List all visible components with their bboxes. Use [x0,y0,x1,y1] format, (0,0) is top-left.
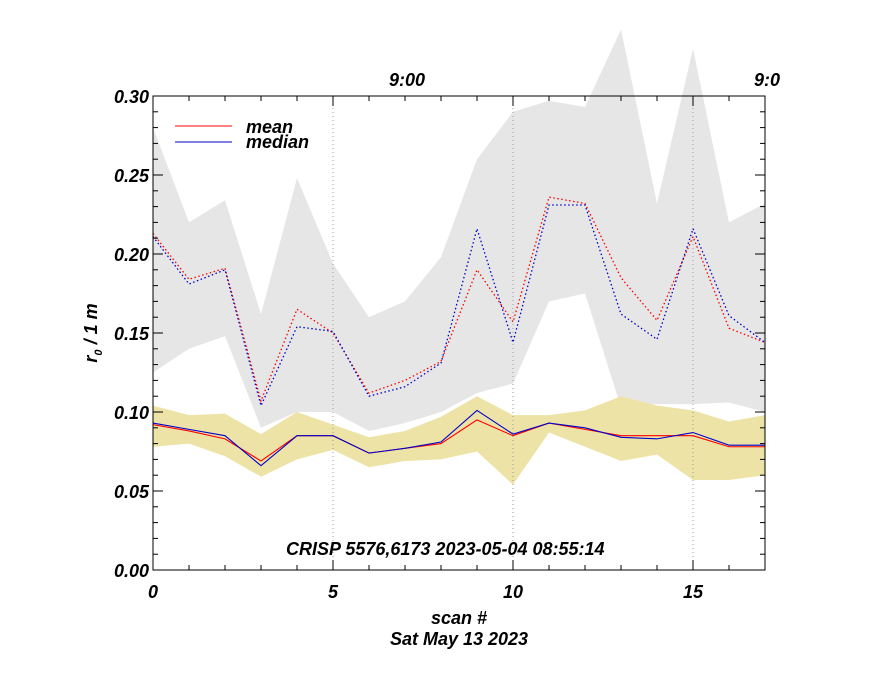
top-time-label: 9:0 [754,70,780,90]
top-time-label: 9:00 [389,70,425,90]
series-line-mean [152,419,765,462]
y-axis-label-sub: 0 [93,349,105,356]
x-axis-label: scan # [431,608,487,628]
grid-layer [332,96,694,570]
bands-layer [153,29,765,485]
y-tick-label: 0.25 [114,166,150,186]
band-upper [153,29,765,431]
legend-label-median: median [246,132,309,152]
y-tick-label: 0.20 [114,245,149,265]
x-tick-label: 10 [503,582,523,602]
band-lower [153,396,765,485]
legend-label-mean: mean [246,117,293,137]
y-tick-label: 0.30 [114,87,149,107]
x-tick-label: 0 [148,582,158,602]
y-axis-label: r0 / 1 m [81,303,105,362]
x-tick-label: 5 [328,582,339,602]
series-line-mean-upper [152,196,766,404]
y-axis-label-rest: / 1 m [81,303,101,349]
date-subtitle: Sat May 13 2023 [390,629,528,649]
x-tick-label: 15 [683,582,704,602]
annotation-text: CRISP 5576,6173 2023-05-04 08:55:14 [286,539,605,559]
series-layer [152,196,766,467]
y-axis-label-main: r [81,355,101,363]
y-tick-label: 0.05 [114,482,150,502]
y-tick-label: 0.10 [114,403,149,423]
legend: mean median [175,117,309,152]
y-tick-label: 0.00 [114,561,149,581]
ticks-layer: 0.00 0.05 0.10 0.15 0.20 0.25 0.30 0 5 10 15 9:00 9:… [114,70,780,602]
series-line-median [152,409,765,467]
y-tick-label: 0.15 [114,324,150,344]
